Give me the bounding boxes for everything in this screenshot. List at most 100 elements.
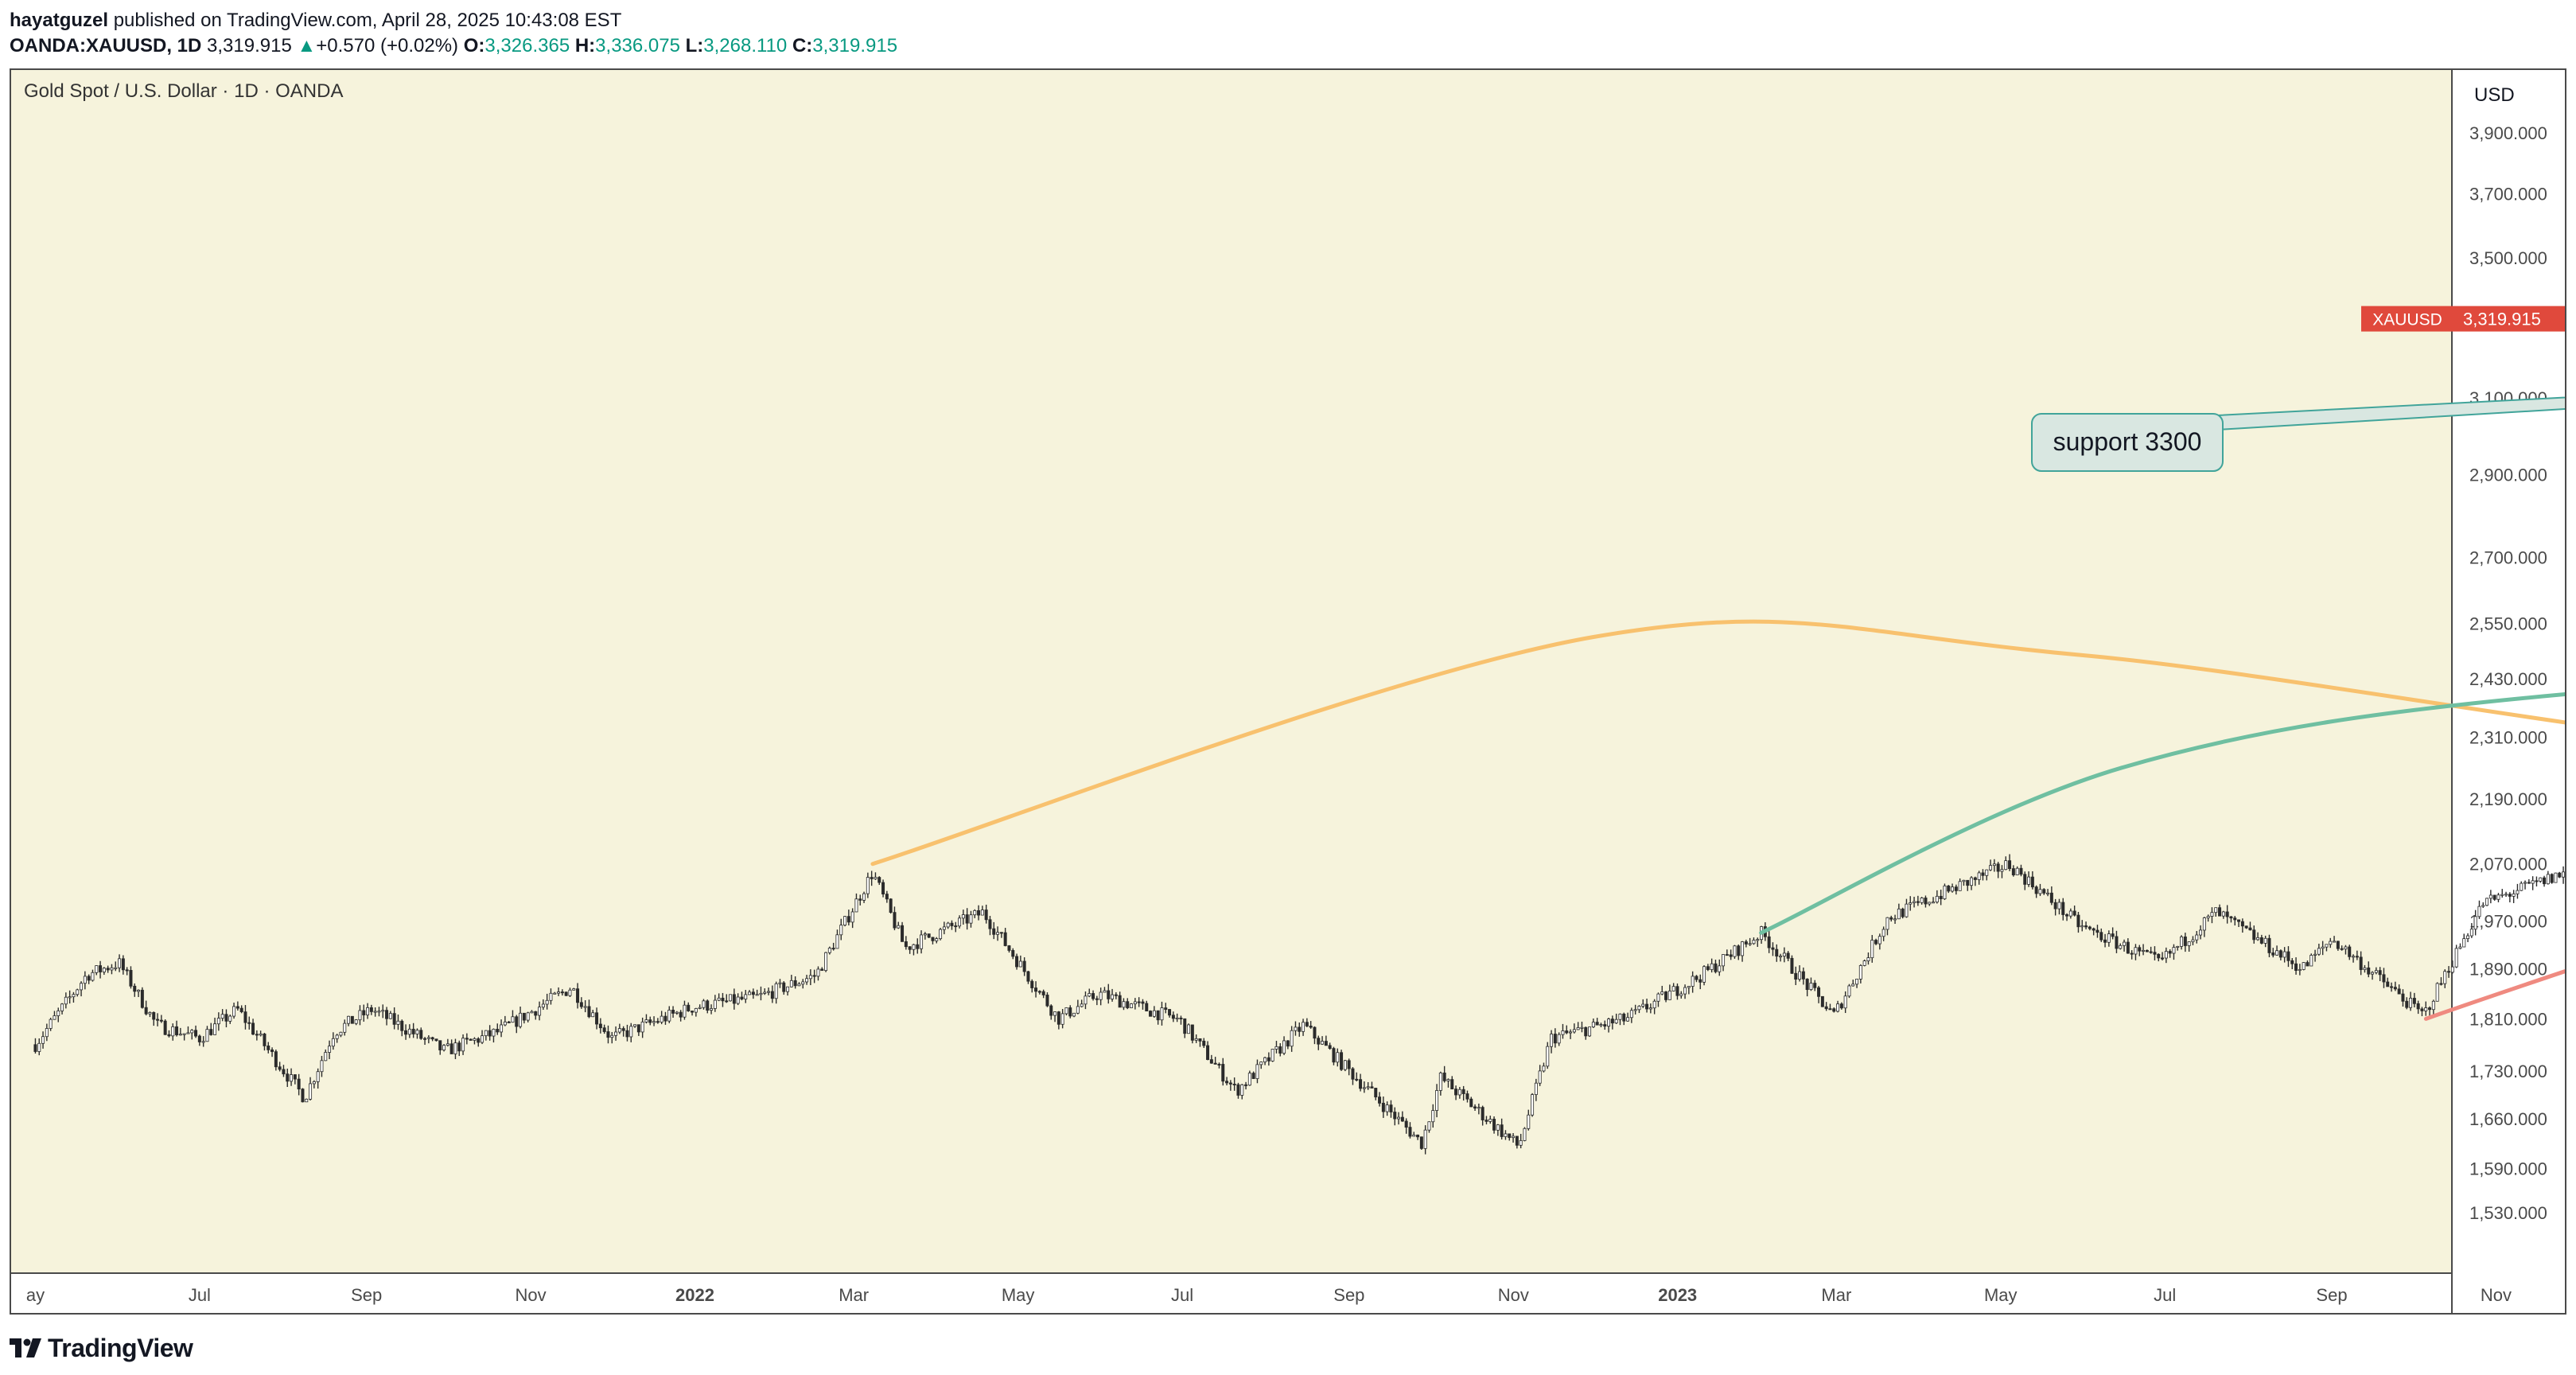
candle-body [2488, 894, 2492, 899]
candle-body [789, 980, 793, 987]
candle-body [1565, 1030, 1569, 1034]
candle-body [1011, 950, 1015, 957]
candle-body [1187, 1024, 1191, 1034]
candle-body [2256, 937, 2260, 941]
candle-body [1633, 1009, 1637, 1011]
tradingview-brand[interactable]: TradingView [48, 1333, 193, 1362]
candle-body [1561, 1030, 1565, 1035]
candle-body [2367, 967, 2371, 975]
candle-body [1531, 1094, 1535, 1116]
candle-body [404, 1030, 408, 1035]
callout-box[interactable] [2031, 413, 2224, 472]
candle-body [2168, 951, 2172, 954]
candle-body [1259, 1061, 1263, 1065]
candle-body [927, 933, 931, 938]
candle-body [1588, 1026, 1592, 1037]
candle-body [640, 1021, 644, 1033]
orange-curve-drawing[interactable] [870, 325, 2565, 867]
candle-body [469, 1038, 473, 1041]
candle-body [2221, 911, 2225, 917]
candle-body [1206, 1045, 1210, 1061]
candle-body [1691, 976, 1695, 987]
candle-body [163, 1020, 167, 1035]
candle-body [1500, 1124, 1504, 1137]
candle-body [1107, 990, 1111, 999]
candle-body [2450, 966, 2454, 973]
candle-body [1618, 1013, 1622, 1020]
candle-body [1247, 1073, 1251, 1086]
candle-body [1290, 1030, 1294, 1047]
candle-body [286, 1073, 290, 1082]
candle-body [801, 981, 805, 985]
candle-body [301, 1089, 305, 1103]
green-curve-drawing[interactable] [1759, 325, 2565, 935]
candle-body [530, 1011, 534, 1014]
candle-body [1553, 1034, 1557, 1044]
candle-body [1775, 948, 1779, 957]
candle-body [2145, 949, 2149, 952]
candle-body [1744, 941, 1748, 945]
author-name[interactable]: hayatguzel [10, 10, 109, 31]
symbol-tag [2361, 306, 2453, 332]
candle-body [1149, 1011, 1153, 1017]
candle-body [68, 996, 72, 999]
candle-body [434, 1038, 438, 1042]
candle-body [560, 991, 564, 994]
candle-body [481, 1035, 484, 1043]
candle-body [1748, 943, 1752, 945]
candle-body [1671, 986, 1675, 991]
candle-body [2302, 962, 2306, 970]
candle-body [2516, 890, 2520, 894]
candle-body [1282, 1040, 1286, 1054]
candle-body [770, 991, 774, 999]
currency-label[interactable]: USD [2474, 84, 2515, 106]
candle-body [1366, 1086, 1370, 1089]
candle-body [2374, 970, 2378, 973]
y-tick-label: 3,900.000 [2469, 123, 2547, 143]
candle-body [72, 994, 76, 998]
candle-body [1030, 980, 1034, 988]
candle-body [1202, 1040, 1206, 1046]
candle-body [721, 997, 725, 1002]
candle-body [1603, 1024, 1607, 1027]
candle-body [453, 1042, 457, 1054]
candle-body [2233, 917, 2237, 921]
candle-body [2049, 892, 2053, 903]
candle-body [2412, 998, 2416, 1004]
candle-body [1175, 1017, 1179, 1019]
candle-body [1798, 971, 1802, 980]
x-tick-label: Nov [2481, 1285, 2512, 1305]
candle-body [2359, 956, 2363, 970]
candle-body [1817, 987, 1821, 997]
currency-selector[interactable] [2463, 78, 2558, 110]
candle-body [606, 1031, 610, 1038]
candle-body [309, 1083, 313, 1100]
candle-body [526, 1012, 530, 1021]
candle-body [235, 1006, 239, 1009]
candle-body [2180, 937, 2184, 947]
candle-body [2286, 951, 2290, 961]
candle-body [2172, 947, 2176, 954]
candle-body [1232, 1083, 1236, 1085]
candle-body [1049, 1005, 1053, 1016]
candle-body [617, 1028, 621, 1033]
candle-body [2462, 938, 2466, 948]
candle-body [2214, 907, 2218, 913]
y-tick-label: 3,500.000 [2469, 248, 2547, 268]
candle-body [1298, 1026, 1302, 1032]
candle-body [797, 984, 801, 987]
candle-body [1973, 877, 1977, 880]
candle-body [1347, 1060, 1351, 1069]
candle-body [644, 1019, 648, 1022]
price-chart[interactable]: Gold Spot / U.S. Dollar · 1D · OANDA 3,90… [11, 70, 2565, 1313]
candle-body [2229, 916, 2233, 919]
candle-body [175, 1026, 179, 1035]
candle-body [2382, 974, 2386, 983]
candle-body [1385, 1104, 1389, 1112]
candle-body [988, 919, 992, 929]
candle-body [2416, 1003, 2420, 1010]
candle-body [1683, 987, 1687, 995]
candle-body [2176, 945, 2180, 948]
candle-body [1152, 1010, 1156, 1017]
candle-body [667, 1010, 671, 1022]
